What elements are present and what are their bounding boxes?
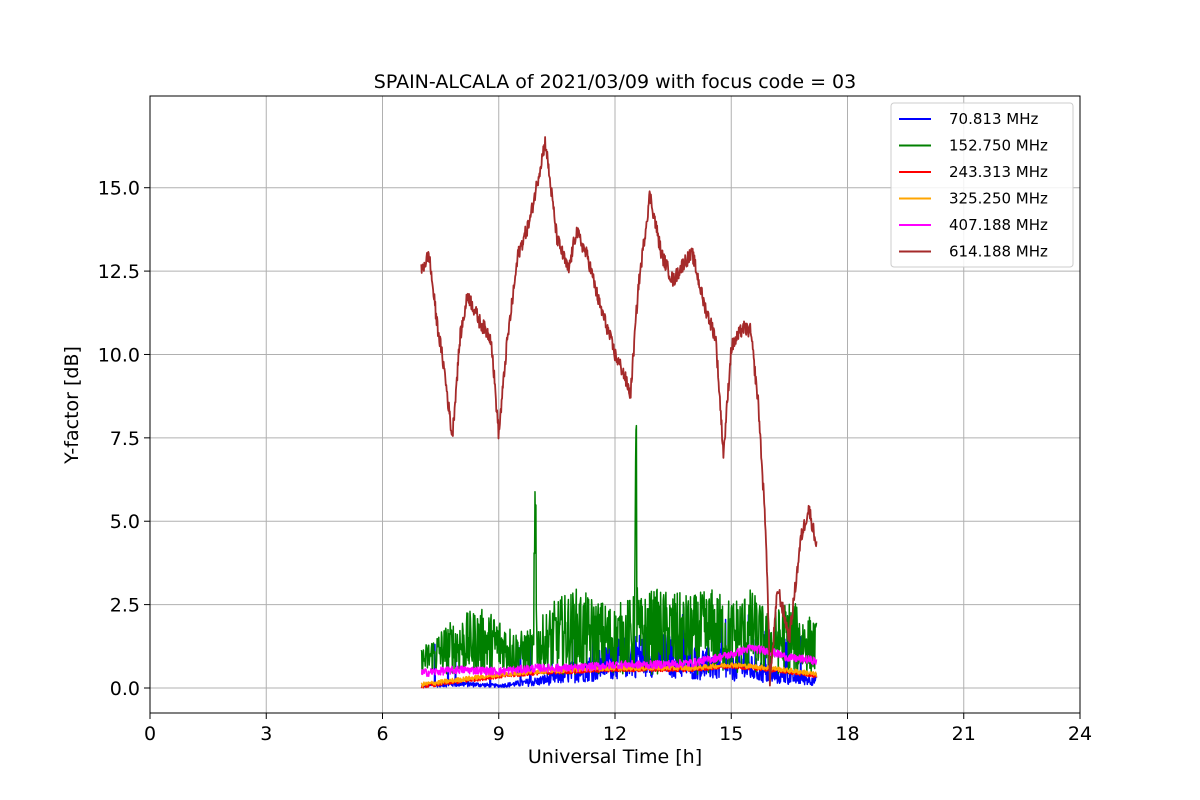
y-tick-label: 15.0 bbox=[98, 178, 140, 200]
legend-label: 614.188 MHz bbox=[949, 243, 1048, 261]
x-tick-label: 6 bbox=[376, 723, 388, 745]
y-tick-label: 5.0 bbox=[110, 511, 140, 533]
x-tick-label: 24 bbox=[1068, 723, 1092, 745]
legend-label: 70.813 MHz bbox=[949, 110, 1038, 128]
series-line bbox=[420, 662, 818, 688]
x-tick-label: 3 bbox=[260, 723, 272, 745]
y-tick-label: 12.5 bbox=[98, 261, 140, 283]
y-tick-label: 2.5 bbox=[110, 595, 140, 617]
series-line bbox=[420, 136, 818, 687]
y-axis-ticks: 0.0 2.5 5.0 7.5 10.0 12.5 15.0 bbox=[98, 178, 150, 700]
legend-label: 243.313 MHz bbox=[949, 163, 1048, 181]
legend-label: 407.188 MHz bbox=[949, 216, 1048, 234]
x-tick-label: 9 bbox=[493, 723, 505, 745]
series-lines bbox=[420, 136, 818, 689]
x-tick-label: 0 bbox=[144, 723, 156, 745]
x-tick-label: 12 bbox=[603, 723, 627, 745]
chart-title: SPAIN-ALCALA of 2021/03/09 with focus co… bbox=[374, 71, 856, 93]
series-line bbox=[420, 424, 818, 676]
y-tick-label: 10.0 bbox=[98, 344, 140, 366]
series-line bbox=[420, 644, 818, 678]
series-line bbox=[420, 604, 818, 688]
legend-label: 152.750 MHz bbox=[949, 137, 1048, 155]
y-tick-label: 7.5 bbox=[110, 428, 140, 450]
x-tick-label: 15 bbox=[719, 723, 743, 745]
x-axis-label: Universal Time [h] bbox=[528, 746, 702, 768]
y-tick-label: 0.0 bbox=[110, 678, 140, 700]
legend: 70.813 MHz 152.750 MHz 243.313 MHz 325.250 … bbox=[890, 102, 1074, 268]
legend-box bbox=[890, 102, 1074, 268]
x-axis-ticks: 0 3 6 9 12 15 18 21 24 bbox=[144, 713, 1092, 745]
legend-label: 325.250 MHz bbox=[949, 190, 1048, 208]
x-tick-label: 21 bbox=[952, 723, 976, 745]
x-tick-label: 18 bbox=[835, 723, 859, 745]
y-axis-label: Y-factor [dB] bbox=[61, 346, 83, 465]
